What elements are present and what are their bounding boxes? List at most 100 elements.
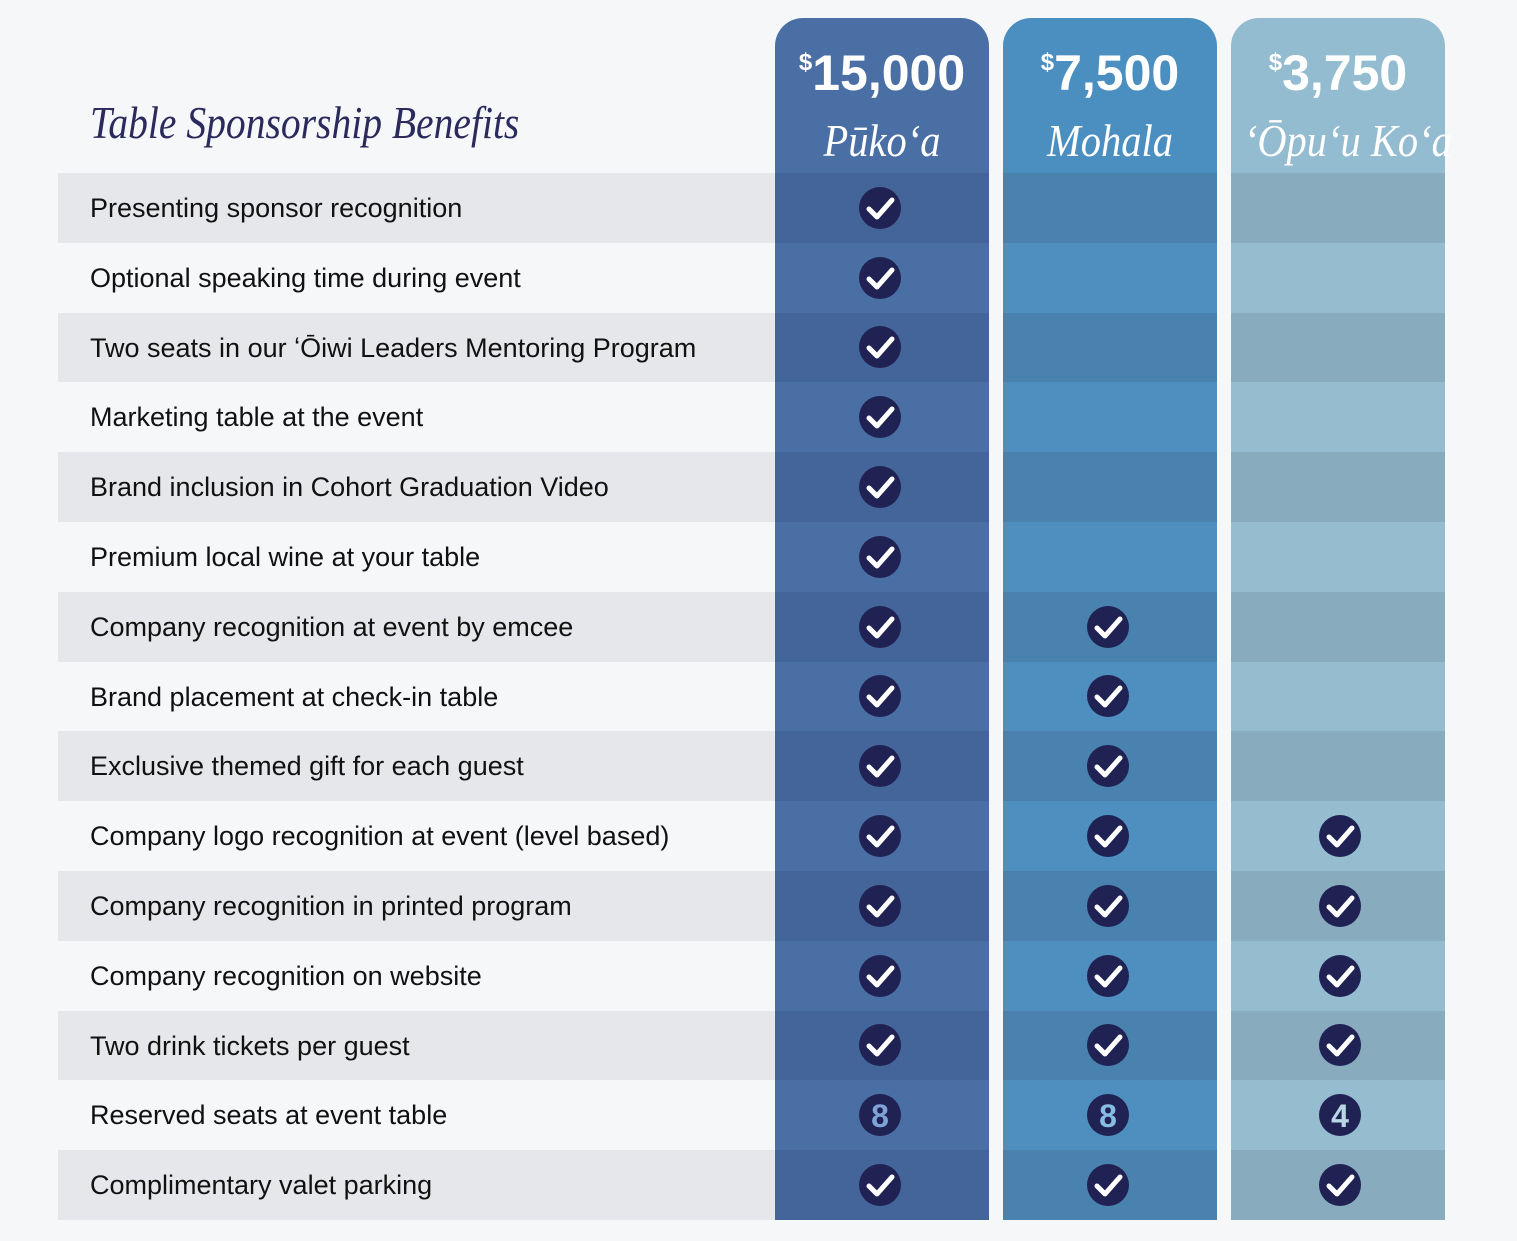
tier-cell: 4 — [1231, 1080, 1445, 1151]
check-icon — [859, 815, 901, 858]
check-icon — [1319, 1164, 1361, 1207]
tier-price: $3,750 — [1231, 44, 1445, 102]
check-icon — [1087, 815, 1129, 858]
tier-cell — [1231, 661, 1445, 732]
tier-cell — [1003, 591, 1217, 663]
benefit-row: Reserved seats at event table — [90, 1100, 448, 1131]
benefit-row: Two drink tickets per guest — [58, 1010, 775, 1081]
tier-cell — [775, 1150, 989, 1221]
amount: 7,500 — [1054, 45, 1180, 101]
tier-price: $15,000 — [775, 44, 989, 102]
benefit-row: Two seats in our ʻŌiwi Leaders Mentoring… — [58, 312, 775, 383]
check-icon — [859, 745, 901, 788]
tier-cell — [1231, 173, 1445, 244]
tier-cell — [1231, 312, 1445, 383]
check-icon — [1319, 954, 1361, 997]
tier-cell — [1003, 871, 1217, 942]
tier-cell — [1231, 242, 1445, 314]
check-icon — [1087, 605, 1129, 648]
check-icon — [859, 396, 901, 439]
tier-cell — [1231, 382, 1445, 453]
tier-cell — [1003, 1010, 1217, 1081]
benefit-row: Premium local wine at your table — [90, 542, 481, 572]
currency: $ — [1040, 49, 1055, 76]
benefit-row: Company recognition in printed program — [58, 871, 775, 941]
tier-cell — [775, 591, 989, 663]
count: 8 — [871, 1098, 889, 1134]
tier-cell — [1003, 452, 1217, 523]
tier-cell — [775, 1010, 989, 1081]
tier-cell — [775, 452, 989, 523]
check-icon — [859, 954, 901, 997]
check-icon — [859, 675, 901, 718]
tier-cell — [1231, 801, 1445, 872]
check-icon — [859, 326, 901, 369]
benefit-row: Marketing table at the event — [90, 402, 424, 433]
tier-cell — [1231, 452, 1445, 523]
check-icon — [1087, 954, 1129, 997]
benefit-row: Company recognition at event by emcee — [58, 591, 775, 662]
tier-cell — [1231, 871, 1445, 942]
check-icon — [1087, 1164, 1129, 1207]
tier-cell — [775, 312, 989, 383]
count-badge: 8 — [859, 1094, 901, 1137]
tier-name: Pūkoʻa — [823, 115, 941, 166]
tier-cell — [775, 871, 989, 942]
benefit-row: Company recognition on website — [90, 960, 482, 991]
tier-cell — [775, 940, 989, 1012]
tier-cell — [775, 522, 989, 593]
count-badge: 8 — [1087, 1094, 1129, 1137]
tier-cell — [1003, 661, 1217, 732]
tier-name: Mohala — [1047, 115, 1173, 166]
check-icon — [1087, 884, 1129, 927]
count-badge: 4 — [1319, 1094, 1361, 1137]
tier-cell — [1231, 1150, 1445, 1221]
tier-name: ʻŌpuʻu Koʻa — [1243, 115, 1452, 166]
tier-cell — [1003, 173, 1217, 244]
benefit-row: Exclusive themed gift for each guest — [58, 731, 775, 802]
tier-cell — [1231, 522, 1445, 593]
check-icon — [859, 466, 901, 509]
tier-cell — [1003, 801, 1217, 872]
check-icon — [859, 535, 901, 578]
tier-cell — [1003, 242, 1217, 314]
check-icon — [1319, 1024, 1361, 1067]
check-icon — [859, 1164, 901, 1207]
tier-cell — [775, 242, 989, 314]
check-icon — [859, 256, 901, 299]
benefit-row: Complimentary valet parking — [58, 1150, 775, 1220]
tier-cell — [1003, 1150, 1217, 1221]
check-icon — [859, 1024, 901, 1067]
currency: $ — [1268, 49, 1283, 76]
tier-header: $15,000 Pūkoʻa — [775, 18, 989, 173]
tier-cell — [1003, 522, 1217, 593]
check-icon — [859, 186, 901, 229]
tier-cell: 8 — [1003, 1080, 1217, 1151]
check-icon — [1319, 815, 1361, 858]
count: 8 — [1099, 1098, 1117, 1134]
currency: $ — [798, 49, 813, 76]
tier-cell — [1231, 731, 1445, 802]
amount: 15,000 — [812, 45, 966, 101]
tier-cell — [1231, 1010, 1445, 1081]
check-icon — [1087, 1024, 1129, 1067]
benefit-row: Company logo recognition at event (level… — [90, 821, 670, 852]
tier-cell — [1231, 591, 1445, 663]
tier-cell — [775, 382, 989, 453]
amount: 3,750 — [1282, 45, 1408, 101]
tier-cell — [1003, 940, 1217, 1012]
tier-cell — [1003, 731, 1217, 802]
check-icon — [859, 884, 901, 927]
check-icon — [859, 605, 901, 648]
benefit-row: Brand inclusion in Cohort Graduation Vid… — [58, 452, 775, 522]
title: Table Sponsorship Benefits — [90, 97, 520, 148]
check-icon — [1319, 884, 1361, 927]
check-icon — [1087, 745, 1129, 788]
tier-cell: 8 — [775, 1080, 989, 1151]
tier-cell — [775, 801, 989, 872]
tier-cell — [775, 661, 989, 732]
tier-price: $7,500 — [1003, 44, 1217, 102]
tier-header: $7,500 Mohala — [1003, 18, 1217, 173]
tier-cell — [1003, 312, 1217, 383]
